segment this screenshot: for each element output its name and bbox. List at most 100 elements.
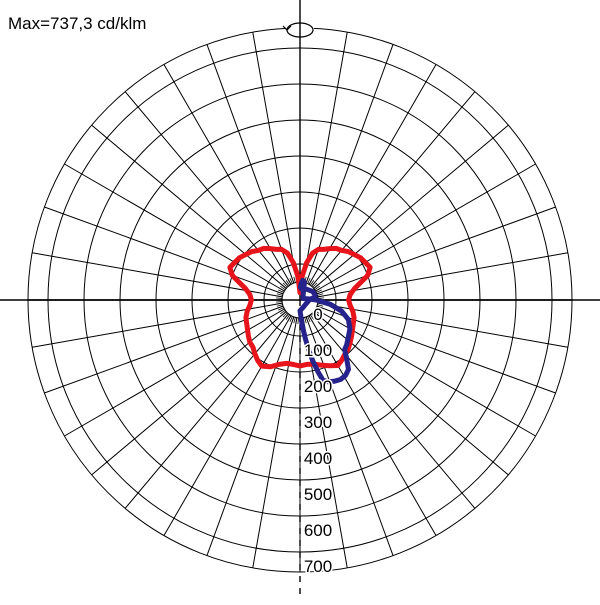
grid-spoke — [44, 206, 284, 295]
grid-tick — [313, 284, 319, 289]
radial-tick-label: 100 — [304, 341, 332, 360]
grid-tick — [289, 316, 293, 322]
grid-tick — [317, 293, 324, 296]
grid-tick — [279, 287, 285, 292]
grid-tick — [277, 291, 284, 295]
grid-tick — [279, 308, 285, 313]
grid-spoke — [313, 124, 509, 289]
grid-spoke — [305, 316, 394, 556]
grid-spoke — [64, 163, 285, 292]
grid-tick — [312, 282, 318, 288]
grid-tick — [315, 287, 321, 292]
grid-tick — [308, 315, 313, 321]
grid-spoke — [311, 313, 476, 509]
rotation-icon — [282, 12, 314, 44]
grid-tick — [276, 302, 283, 305]
grid-spoke — [64, 308, 285, 437]
grid-tick — [276, 301, 283, 303]
grid-tick — [308, 279, 313, 285]
grid-tick — [277, 305, 284, 309]
grid-tick — [297, 317, 299, 324]
grid-spoke — [163, 64, 292, 285]
grid-tick — [305, 316, 309, 323]
grid-tick — [309, 314, 315, 320]
grid-spoke — [311, 91, 476, 287]
grid-tick — [307, 316, 311, 322]
grid-spoke — [305, 44, 394, 284]
grid-spoke — [91, 311, 287, 476]
grid-spoke — [252, 317, 298, 568]
grid-tick — [280, 309, 286, 315]
grid-tick — [281, 284, 287, 289]
grid-tick — [285, 314, 291, 320]
grid-tick — [287, 279, 292, 285]
grid-tick — [314, 309, 320, 315]
radial-tick-label: 0 — [313, 305, 322, 324]
series-line-blue — [297, 277, 353, 385]
grid-tick — [316, 307, 322, 311]
max-value-label: Max=737,3 cd/klm — [8, 14, 147, 33]
radial-tick-label: 300 — [304, 413, 332, 432]
grid-tick — [293, 276, 296, 283]
grid-tick — [315, 308, 321, 313]
grid-tick — [282, 312, 288, 318]
grid-spoke — [308, 315, 437, 536]
grid-tick — [316, 289, 322, 293]
grid-tick — [276, 293, 283, 296]
grid-spoke — [316, 206, 556, 295]
grid-spoke — [308, 64, 437, 285]
grid-tick — [282, 282, 288, 288]
grid-tick — [280, 285, 286, 291]
grid-spoke — [44, 305, 284, 394]
grid-tick — [316, 291, 323, 295]
grid-tick — [291, 277, 295, 284]
grid-tick — [293, 317, 296, 324]
grid-spoke — [32, 302, 283, 348]
radial-tick-label: 200 — [304, 377, 332, 396]
grid-spoke — [91, 124, 287, 289]
grid-tick — [287, 315, 292, 321]
grid-tick — [276, 304, 283, 307]
grid-spoke — [206, 44, 295, 284]
series-line-red — [227, 245, 373, 370]
grid-spoke — [124, 313, 289, 509]
radial-tick-label: 500 — [304, 485, 332, 504]
grid-tick — [278, 307, 284, 311]
grid-tick — [276, 295, 283, 298]
grid-tick — [316, 305, 323, 309]
grid-spoke — [316, 305, 556, 394]
grid-tick — [291, 316, 295, 323]
grid-spoke — [163, 315, 292, 536]
grid-spoke — [315, 163, 536, 292]
grid-tick — [284, 313, 289, 319]
grid-tick — [311, 313, 316, 319]
radial-tick-label: 600 — [304, 521, 332, 540]
grid-tick — [317, 304, 324, 307]
grid-spoke — [313, 311, 509, 476]
grid-tick — [285, 280, 291, 286]
grid-tick — [304, 317, 307, 324]
grid-tick — [284, 281, 289, 287]
grid-tick — [307, 278, 311, 284]
grid-spoke — [317, 252, 568, 298]
grid-spoke — [252, 32, 298, 283]
grid-spoke — [124, 91, 289, 287]
grid-tick — [314, 285, 320, 291]
grid-tick — [317, 295, 324, 298]
grid-spoke — [32, 252, 283, 298]
grid-tick — [278, 289, 284, 293]
grid-tick — [281, 311, 287, 316]
grid-tick — [276, 297, 283, 299]
radial-tick-label: 700 — [304, 557, 332, 576]
grid-spoke — [302, 32, 348, 283]
grid-tick — [313, 311, 319, 316]
grid-spoke — [206, 316, 295, 556]
grid-tick — [312, 312, 318, 318]
grid-tick — [309, 280, 315, 286]
grid-tick — [311, 281, 316, 287]
grid-tick — [289, 278, 293, 284]
radial-tick-label: 400 — [304, 449, 332, 468]
grid-spoke — [317, 302, 568, 348]
